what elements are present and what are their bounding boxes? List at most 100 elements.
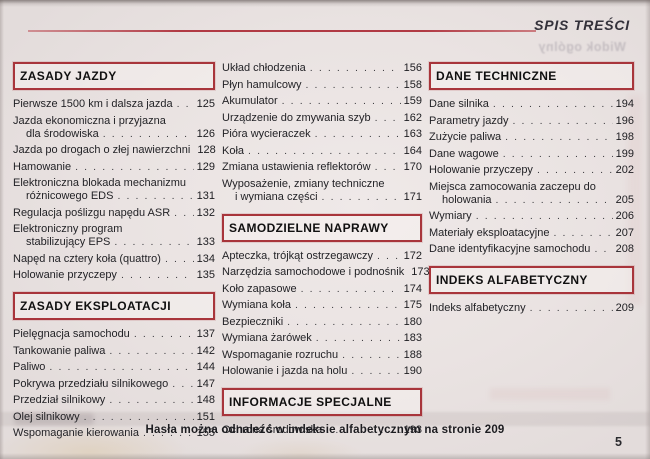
toc-entry-title: Dane wagowe: [429, 147, 499, 160]
toc-entry: Regulacja poślizgu napędu ASR. . . . . .…: [13, 207, 215, 220]
toc-entry-line: Miejsca zamocowania zaczepu do: [429, 181, 634, 194]
toc-entry-page-number: 164: [403, 144, 422, 157]
toc-entry-page-number: 206: [615, 210, 634, 222]
dot-leader: . . . . . . . . . . . . . . . . . . . . …: [553, 226, 613, 239]
toc-entry-line: Jazda po drogach o złej nawierzchni. . .…: [13, 144, 216, 157]
toc-entry-continuation: i wymiana części: [235, 190, 318, 203]
toc-entry: Paliwo. . . . . . . . . . . . . . . . . …: [13, 361, 215, 374]
toc-entry-line: różnicowego EDS. . . . . . . . . . . . .…: [13, 190, 215, 203]
section-header-box: SAMODZIELNE NAPRAWY: [222, 213, 422, 242]
toc-entry: Jazda po drogach o złej nawierzchni. . .…: [13, 144, 216, 157]
toc-entry-page-number: 193: [403, 424, 422, 436]
toc-entry-title: Pierwsze 1500 km i dalsza jazda: [13, 98, 173, 110]
toc-entry-line: Hamowanie. . . . . . . . . . . . . . . .…: [13, 161, 215, 174]
toc-entry-title: Pokrywa przedziału silnikowego: [13, 377, 169, 390]
scan-shadow-band: [0, 412, 650, 426]
dot-leader: . . . . . . . . . . . . . . . . . . . . …: [309, 62, 401, 74]
page-title: SPIS TREŚCI: [534, 17, 630, 33]
section-header-box: INDEKS ALFABETYCZNY: [429, 266, 634, 294]
toc-entry-page-number: 198: [615, 131, 634, 143]
toc-entry-page-number: 180: [403, 315, 422, 328]
toc-entry-page-number: 171: [403, 190, 422, 203]
toc-entry-line: Urządzenie do zmywania szyb. . . . . . .…: [222, 112, 422, 125]
dot-leader: . . . . . . . . . . . . . . . . . . . . …: [374, 161, 401, 173]
toc-entry-line: Wyposażenie, zmiany techniczne: [222, 178, 422, 191]
toc-entry-page-number: 156: [403, 62, 422, 74]
toc-entry-page-number: 159: [403, 95, 422, 107]
toc-entry-line: Zmiana ustawienia reflektorów. . . . . .…: [222, 161, 422, 174]
toc-column-3: DANE TECHNICZNE Dane silnika. . . . . . .…: [429, 62, 634, 319]
section-header-label: SAMODZIELNE NAPRAWY: [229, 220, 389, 235]
toc-entry-line: dla środowiska. . . . . . . . . . . . . …: [13, 128, 215, 141]
toc-entry: Pokrywa przedziału silnikowego. . . . . …: [13, 378, 215, 391]
dot-leader: . . . . . . . . . . . . . . . . . . . . …: [502, 147, 613, 160]
toc-entry-title: Napęd na cztery koła (quattro): [13, 252, 161, 265]
toc-entry: Koła. . . . . . . . . . . . . . . . . . …: [222, 145, 422, 158]
toc-entry: Dane wagowe. . . . . . . . . . . . . . .…: [429, 148, 634, 161]
dot-leader: . . . . . . . . . . . . . . . . . . . . …: [475, 210, 613, 222]
toc-entry-page-number: 129: [196, 160, 215, 173]
toc-entry-page-number: 134: [196, 252, 215, 265]
toc-entry-page-number: 148: [196, 394, 215, 406]
dot-leader: . . . . . . . . . . . . . . . . . . . . …: [351, 365, 401, 377]
toc-entry-page-number: 144: [196, 361, 215, 373]
dot-leader: . . . . . . . . . . . . . . . . . . . . …: [281, 95, 401, 107]
dot-leader: . . . . . . . . . . . . . . . . . . . . …: [114, 236, 193, 248]
toc-entry: Urządzenie do zmywania szyb. . . . . . .…: [222, 112, 422, 125]
toc-entry: Narzędzia samochodowe i podnośnik. . . .…: [222, 266, 430, 279]
toc-entry-line: Parametry jazdy. . . . . . . . . . . . .…: [429, 115, 634, 128]
toc-entry-title: Akumulator: [222, 95, 278, 107]
dot-leader: . . . . . . . . . . . . . . . . . . . . …: [492, 98, 613, 110]
dot-leader: . . . . . . . . . . . . . . . . . . . . …: [75, 160, 194, 173]
toc-entry-line: Dane silnika. . . . . . . . . . . . . . …: [429, 98, 634, 111]
toc-entry-page-number: 173: [411, 266, 430, 278]
toc-entry-line: Elektroniczny program: [13, 223, 215, 236]
toc-entry-page-number: 174: [403, 282, 422, 295]
toc-entry-title: Wymiary: [429, 210, 472, 222]
toc-entry-title: Pióra wycieraczek: [222, 128, 311, 140]
dot-leader: . . . . . . . . . . . . . . . . . . . . …: [117, 190, 193, 202]
toc-entry-title: Przedział silnikowy: [13, 394, 106, 406]
toc-entry-line: stabilizujący EPS. . . . . . . . . . . .…: [13, 236, 215, 249]
toc-entry-title: Pielęgnacja samochodu: [13, 328, 130, 340]
toc-entry-line: Olej silnikowy. . . . . . . . . . . . . …: [13, 411, 215, 424]
toc-entry-title: Układ chłodzenia: [222, 62, 306, 74]
toc-entry-line: Wspomaganie rozruchu. . . . . . . . . . …: [222, 349, 422, 362]
toc-entry: Płyn hamulcowy. . . . . . . . . . . . . …: [222, 79, 422, 92]
toc-entry-line: Wymiana koła. . . . . . . . . . . . . . …: [222, 299, 422, 312]
toc-entry-page-number: 126: [196, 127, 215, 140]
dot-leader: . . . . . . . . . . . . . . . . . . . . …: [305, 78, 401, 91]
dot-leader: . . . . . . . . . . . . . . . . . . . . …: [164, 252, 194, 265]
toc-entry-title: Dane silnika: [429, 98, 489, 110]
toc-entry-title: Holowanie i jazda na holu: [222, 365, 348, 377]
section-header-box: DANE TECHNICZNE: [429, 62, 634, 90]
toc-entry-line: Materiały eksploatacyjne. . . . . . . . …: [429, 227, 634, 240]
toc-entry: Apteczka, trójkąt ostrzegawczy. . . . . …: [222, 250, 422, 263]
toc-entry: Przedział silnikowy. . . . . . . . . . .…: [13, 394, 215, 407]
toc-entry: Dane silnika. . . . . . . . . . . . . . …: [429, 98, 634, 111]
toc-entry-page-number: 162: [403, 111, 422, 124]
toc-entry: Indeks alfabetyczny. . . . . . . . . . .…: [429, 302, 634, 315]
toc-entry-line: i wymiana części. . . . . . . . . . . . …: [222, 191, 422, 204]
toc-entry-page-number: 128: [197, 144, 216, 156]
toc-entry-line: Apteczka, trójkąt ostrzegawczy. . . . . …: [222, 250, 422, 263]
toc-entry-title: Elektroniczny program: [13, 223, 123, 235]
toc-entry-title: Paliwo: [13, 361, 46, 373]
toc-entry-line: Tankowanie paliwa. . . . . . . . . . . .…: [13, 345, 215, 358]
bleed-through-ghost-text: Widok ogólny: [538, 40, 626, 54]
section-header-label: INDEKS ALFABETYCZNY: [436, 273, 588, 287]
toc-entry-page-number: 190: [403, 365, 422, 377]
toc-entry-line: Pielęgnacja samochodu. . . . . . . . . .…: [13, 328, 215, 341]
toc-entry-line: Płyn hamulcowy. . . . . . . . . . . . . …: [222, 79, 422, 92]
toc-entry-page-number: 147: [196, 377, 215, 390]
toc-entry: Elektroniczny program stabilizujący EPS. …: [13, 223, 215, 249]
toc-entry: Wymiary. . . . . . . . . . . . . . . . .…: [429, 210, 634, 223]
toc-entry: Olej silnikowy. . . . . . . . . . . . . …: [13, 411, 215, 424]
dot-leader: . . . . . . . . . . . . . . . . . . . . …: [49, 361, 193, 373]
dot-leader: . . . . . . . . . . . . . . . . . . . . …: [133, 328, 194, 340]
toc-entry-page-number: 205: [615, 193, 634, 206]
toc-entry-line: Zużycie paliwa. . . . . . . . . . . . . …: [429, 131, 634, 144]
toc-entry: Jazda ekonomiczna i przyjazna dla środowi…: [13, 115, 215, 141]
toc-entry: Zużycie paliwa. . . . . . . . . . . . . …: [429, 131, 634, 144]
toc-column-2: Układ chłodzenia. . . . . . . . . . . . …: [222, 62, 430, 441]
